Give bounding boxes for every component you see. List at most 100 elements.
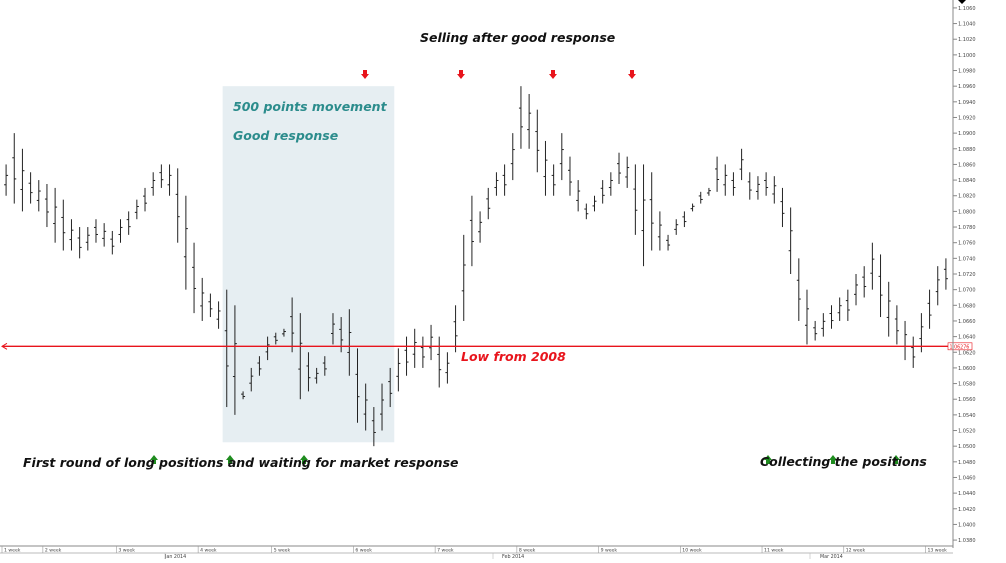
ohlc-bar bbox=[886, 281, 891, 337]
ohlc-bar bbox=[617, 152, 622, 184]
ohlc-bar bbox=[854, 274, 859, 306]
ohlc-bar bbox=[53, 187, 58, 243]
ref-line-cap bbox=[1, 342, 8, 350]
ohlc-bar bbox=[911, 336, 916, 368]
ohlc-bar bbox=[306, 352, 311, 392]
ohlc-bar bbox=[829, 305, 834, 329]
ohlc-bar bbox=[567, 156, 572, 196]
y-tick-label: 1.0940 bbox=[958, 100, 976, 106]
x-tick-label: 8 week bbox=[519, 548, 536, 554]
ohlc-bar bbox=[576, 180, 581, 212]
ohlc-bar bbox=[363, 383, 368, 431]
ohlc-bar bbox=[543, 140, 548, 196]
ohlc-bar bbox=[469, 195, 474, 267]
annotation-low-2008: Low from 2008 bbox=[461, 349, 566, 364]
month-label: Mar 2014 bbox=[820, 554, 843, 559]
ohlc-bar bbox=[159, 164, 164, 188]
y-tick-label: 1.0380 bbox=[958, 538, 976, 544]
ohlc-bar bbox=[4, 164, 9, 196]
y-axis-ticks: 1.0380 1.0400 1.0420 1.0440 1.0460 1.0480 1.05… bbox=[953, 6, 976, 544]
ohlc-bar bbox=[437, 336, 442, 388]
ohlc-bar bbox=[894, 305, 899, 345]
x-tick-label: 13 week bbox=[927, 548, 947, 554]
ohlc-bar bbox=[330, 313, 335, 345]
ohlc-bar bbox=[600, 180, 605, 204]
ohlc-bar bbox=[404, 336, 409, 376]
ohlc-bar bbox=[772, 176, 777, 204]
ohlc-bar bbox=[551, 164, 556, 196]
ohlc-bar bbox=[290, 297, 295, 353]
buy-arrow-icon bbox=[150, 455, 158, 464]
ohlc-bar bbox=[249, 367, 254, 392]
y-tick-label: 1.1020 bbox=[958, 37, 976, 43]
y-tick-label: 1.0840 bbox=[958, 178, 976, 184]
annotation-good-response: Good response bbox=[233, 128, 338, 143]
ohlc-bar bbox=[388, 367, 393, 408]
ohlc-bar bbox=[77, 227, 82, 259]
ohlc-bar bbox=[151, 172, 156, 196]
ohlc-bar bbox=[143, 187, 148, 212]
ohlc-bar bbox=[232, 305, 237, 415]
y-tick-label: 1.0460 bbox=[958, 475, 976, 481]
ref-price-box bbox=[947, 342, 973, 351]
y-tick-label: 1.0700 bbox=[958, 288, 976, 294]
ohlc-bar bbox=[420, 336, 425, 368]
y-tick-label: 1.1000 bbox=[958, 53, 976, 59]
x-tick-label: 2 week bbox=[45, 548, 62, 554]
ohlc-bar bbox=[780, 187, 785, 228]
sell-arrow-icon bbox=[549, 70, 557, 79]
ohlc-bar bbox=[870, 242, 875, 290]
annotation-points-movement: 500 points movement bbox=[233, 99, 388, 114]
ohlc-bar bbox=[445, 352, 450, 384]
ohlc-bar bbox=[837, 297, 842, 321]
y-tick-label: 1.0820 bbox=[958, 194, 976, 200]
y-tick-label: 1.0920 bbox=[958, 115, 976, 121]
ohlc-bar bbox=[412, 328, 417, 368]
ohlc-bar bbox=[371, 407, 376, 447]
corner-marker-icon bbox=[958, 0, 966, 4]
ohlc-bar bbox=[584, 203, 589, 220]
ohlc-bar bbox=[796, 258, 801, 321]
buy-arrow-icon bbox=[300, 455, 308, 464]
ohlc-bar bbox=[298, 313, 303, 400]
ohlc-bar bbox=[731, 172, 736, 196]
y-tick-label: 1.1060 bbox=[958, 6, 976, 12]
ohlc-bar bbox=[527, 94, 532, 149]
signal-arrows bbox=[150, 0, 966, 464]
ohlc-bar bbox=[265, 336, 270, 361]
x-tick-label: 10 week bbox=[682, 548, 702, 554]
x-tick-label: 3 week bbox=[118, 548, 135, 554]
ohlc-bar bbox=[429, 324, 434, 361]
ohlc-bar bbox=[657, 211, 662, 251]
ohlc-bar bbox=[518, 86, 523, 149]
y-tick-label: 1.0800 bbox=[958, 209, 976, 215]
annotation-selling: Selling after good response bbox=[420, 30, 615, 45]
ohlc-bar bbox=[494, 172, 499, 196]
ohlc-bar bbox=[102, 223, 107, 247]
ohlc-bar bbox=[20, 148, 25, 212]
ohlc-bar bbox=[862, 266, 867, 298]
ohlc-bar bbox=[396, 348, 401, 392]
sell-arrow-icon bbox=[628, 70, 636, 79]
ohlc-bar bbox=[224, 289, 229, 408]
ohlc-bar bbox=[804, 289, 809, 345]
ohlc-bar bbox=[61, 199, 66, 251]
month-label: Feb 2014 bbox=[502, 554, 524, 559]
ohlc-bar bbox=[755, 176, 760, 200]
ohlc-bar bbox=[85, 227, 90, 251]
ohlc-bar bbox=[36, 180, 41, 212]
ohlc-bar bbox=[208, 293, 213, 318]
ohlc-bar bbox=[747, 172, 752, 200]
ohlc-bar bbox=[167, 164, 172, 196]
x-tick-label: 1 week bbox=[4, 548, 21, 554]
ohlc-bar bbox=[28, 172, 33, 204]
ohlc-bar bbox=[674, 219, 679, 235]
ohlc-bar bbox=[322, 356, 327, 376]
y-tick-label: 1.0420 bbox=[958, 507, 976, 513]
y-tick-label: 1.0740 bbox=[958, 256, 976, 262]
ohlc-bar bbox=[927, 289, 932, 329]
ohlc-bar bbox=[649, 172, 654, 251]
